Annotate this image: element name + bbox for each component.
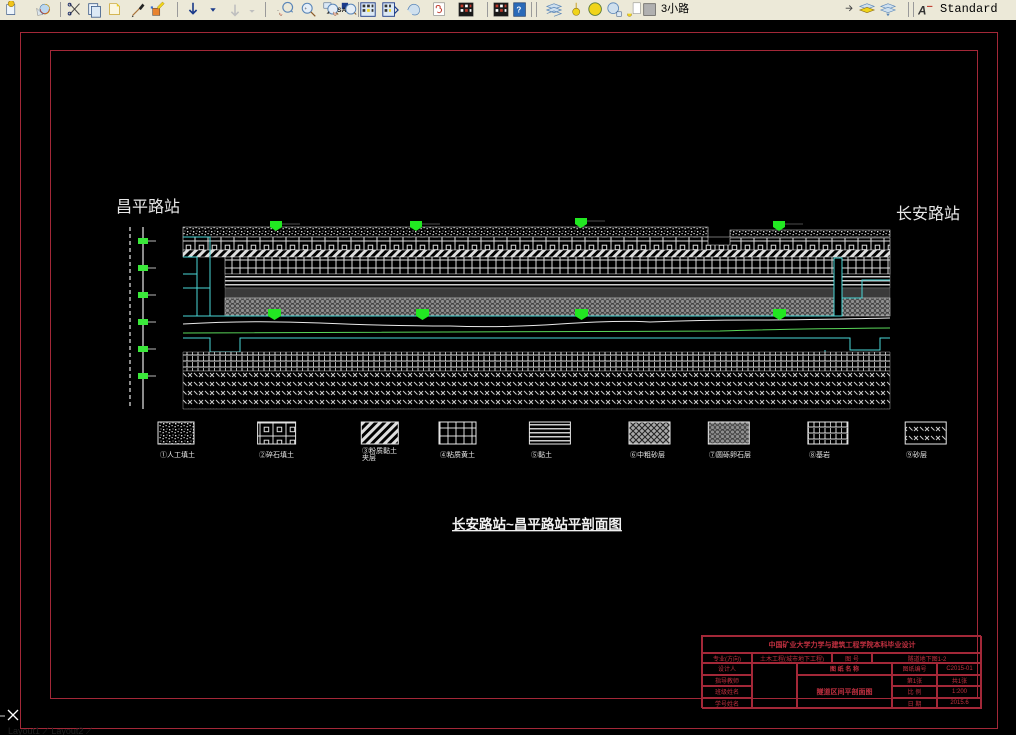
svg-text:−: − — [277, 9, 279, 13]
svg-text:⑧基岩: ⑧基岩 — [809, 450, 830, 459]
svg-text:+: + — [305, 6, 308, 11]
svg-text:S: S — [337, 7, 341, 14]
svg-text:长安路站: 长安路站 — [896, 205, 960, 223]
svg-text:①人工填土: ①人工填土 — [160, 450, 195, 459]
svg-text:③粉质黏土: ③粉质黏土 — [362, 446, 397, 455]
svg-text:昌平路站: 昌平路站 — [116, 198, 180, 216]
svg-text:A: A — [342, 7, 347, 14]
svg-text:⑤黏土: ⑤黏土 — [531, 450, 552, 459]
svg-text:⑦圆砾卵石层: ⑦圆砾卵石层 — [709, 450, 751, 459]
svg-text:长安路站~昌平路站平剖面图: 长安路站~昌平路站平剖面图 — [452, 516, 622, 532]
svg-text:?: ? — [516, 6, 521, 15]
svg-text:A: A — [918, 5, 926, 18]
svg-text:⑥中粗砂层: ⑥中粗砂层 — [630, 450, 665, 459]
svg-text:②碎石填土: ②碎石填土 — [259, 450, 294, 459]
svg-text:夹层: 夹层 — [362, 453, 376, 462]
svg-text:④粘质黄土: ④粘质黄土 — [440, 450, 475, 459]
svg-text:⑨砂层: ⑨砂层 — [906, 450, 927, 459]
